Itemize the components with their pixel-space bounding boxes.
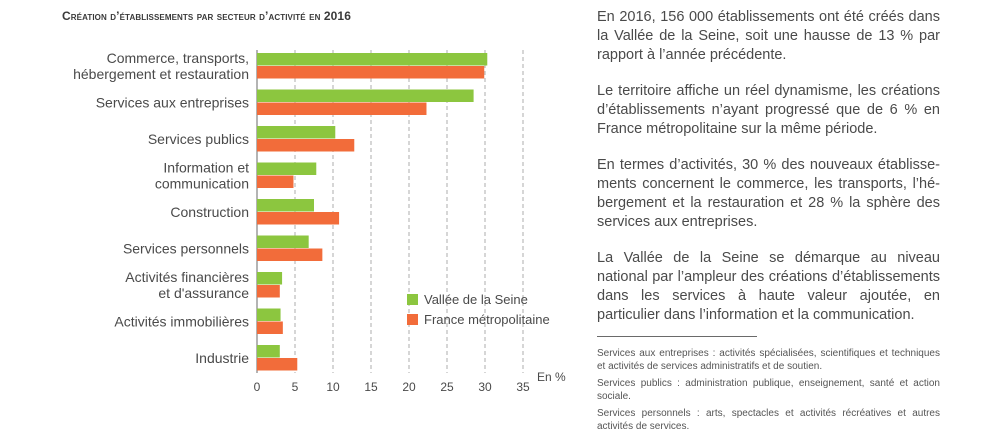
x-tick-label: 25 <box>440 380 454 394</box>
unit-label: En % <box>537 370 566 384</box>
category-labels: Commerce, transports,hébergement et rest… <box>73 50 249 366</box>
legend-swatch-vallee <box>407 294 418 305</box>
legend: Vallée de la Seine France métropolitaine <box>407 292 550 327</box>
category-label: Activités immobilières <box>114 314 249 330</box>
category-label: communication <box>155 176 249 192</box>
bar-france <box>257 139 355 152</box>
bar-france <box>257 102 427 115</box>
category-label: Services personnels <box>123 241 249 257</box>
chart-title: Création d’établissements par secteur d’… <box>62 9 351 23</box>
footnote: Services personnels : arts, spectacles e… <box>597 407 940 433</box>
x-tick-label: 10 <box>326 380 340 394</box>
footnote: Services publics : administration publiq… <box>597 377 940 403</box>
category-label: Services publics <box>148 131 249 147</box>
bar-france <box>257 321 283 334</box>
bar-france <box>257 358 298 371</box>
bar-france <box>257 248 323 261</box>
legend-swatch-france <box>407 314 418 325</box>
commentary-paragraph: En 2016, 156 000 établissements ont été … <box>597 9 940 63</box>
bar-chart: Commerce, transports,hébergement et rest… <box>73 50 566 394</box>
bar-vallee <box>257 53 488 66</box>
footnotes: Services aux entreprises : activités spé… <box>597 347 940 436</box>
bar-vallee <box>257 162 317 175</box>
category-label: hébergement et restauration <box>73 66 249 82</box>
category-label: Services aux entreprises <box>96 95 249 111</box>
legend-label-france: France métropolitaine <box>424 312 550 327</box>
legend-label-vallee: Vallée de la Seine <box>424 292 528 307</box>
bar-vallee <box>257 126 336 139</box>
x-tick-label: 30 <box>478 380 492 394</box>
bar-france <box>257 285 280 298</box>
x-tick-label: 5 <box>292 380 299 394</box>
category-label: Information et <box>163 160 249 176</box>
commentary-paragraph: Le territoire affiche un réel dynamisme,… <box>597 83 940 137</box>
bar-vallee <box>257 272 283 285</box>
x-tick-label: 35 <box>516 380 530 394</box>
bar-vallee <box>257 89 474 102</box>
x-tick-label: 20 <box>402 380 416 394</box>
category-label: Industrie <box>195 350 249 366</box>
x-axis-ticks: 0 5 10 15 20 25 30 35 <box>254 380 530 394</box>
category-label: Commerce, transports, <box>107 50 249 66</box>
bar-vallee <box>257 199 314 212</box>
category-label: et d'assurance <box>158 285 249 301</box>
bar-vallee <box>257 345 280 358</box>
bar-vallee <box>257 235 309 248</box>
x-tick-label: 0 <box>254 380 261 394</box>
commentary-panel: En 2016, 156 000 établissements ont été … <box>597 8 940 342</box>
commentary-paragraph: En termes d’activités, 30 % des nouveaux… <box>597 157 940 230</box>
bar-france <box>257 175 294 188</box>
category-label: Construction <box>170 204 249 220</box>
category-label: Activités financières <box>125 269 249 285</box>
x-tick-label: 15 <box>364 380 378 394</box>
bars <box>257 53 488 371</box>
bar-france <box>257 66 485 79</box>
footnote-divider <box>597 336 757 337</box>
commentary-paragraph: La Vallée de la Seine se démarque au niv… <box>597 250 940 323</box>
footnote: Services aux entreprises : activités spé… <box>597 348 940 373</box>
bar-vallee <box>257 308 281 321</box>
bar-france <box>257 212 340 225</box>
